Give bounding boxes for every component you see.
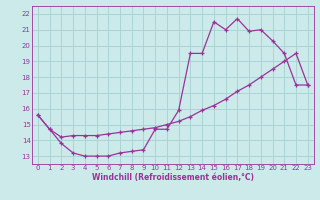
X-axis label: Windchill (Refroidissement éolien,°C): Windchill (Refroidissement éolien,°C) [92,173,254,182]
